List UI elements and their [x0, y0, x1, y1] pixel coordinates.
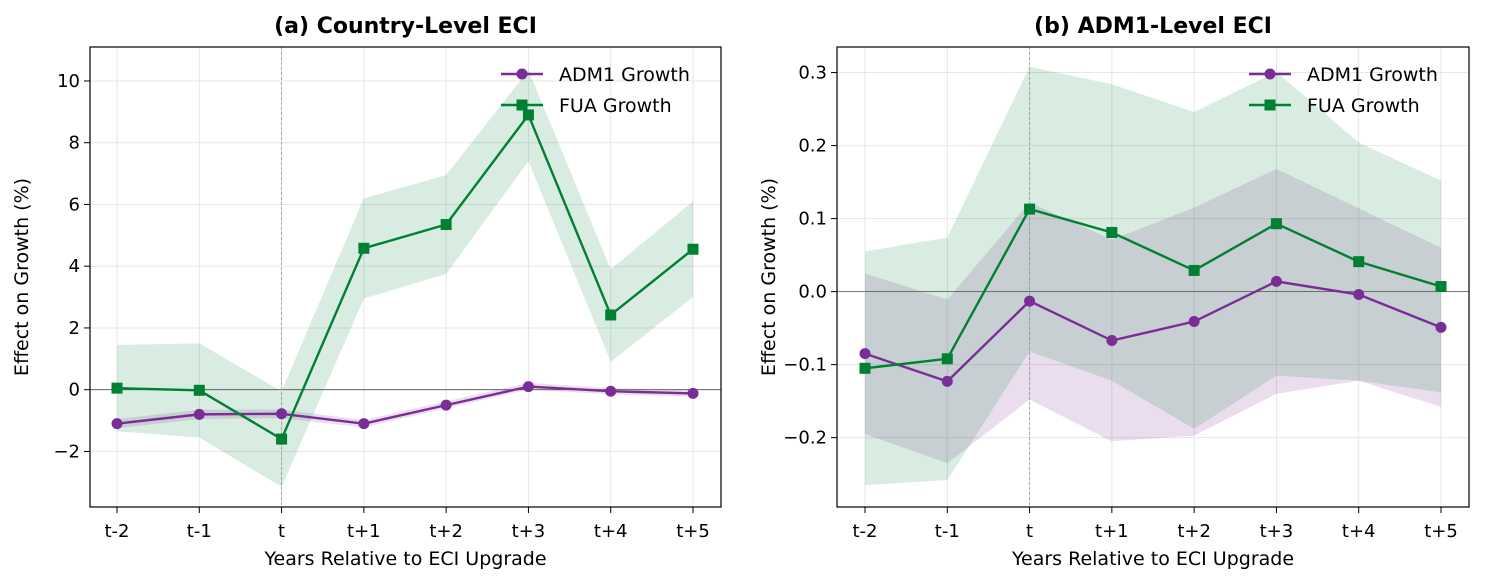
- y-tick-label: 6: [69, 194, 80, 215]
- y-axis-label: Effect on Growth (%): [11, 178, 33, 376]
- data-point-fua-growth: [358, 242, 370, 254]
- panel-b-adm1-level-eci: t-2 t-1 t t+1 t+2 t+3 t+4 t+5 −0.2 −0.1 0.0 0.1 0.2 0…: [758, 14, 1470, 570]
- data-point-adm1-growth: [1024, 295, 1036, 307]
- data-point-adm1-growth: [1270, 275, 1282, 287]
- x-tick-label: t-1: [187, 521, 212, 542]
- data-point-fua-growth: [193, 384, 205, 396]
- data-point-fua-growth: [1270, 218, 1282, 230]
- series-line-adm1-growth: [864, 280, 1442, 383]
- x-tick-label: t+4: [1342, 521, 1376, 542]
- y-tick-label: −2: [53, 441, 80, 462]
- data-point-adm1-growth: [193, 408, 205, 420]
- data-point-adm1-growth: [440, 399, 452, 411]
- legend-label-adm1-growth: ADM1 Growth: [559, 64, 690, 86]
- data-point-fua-growth: [1435, 280, 1447, 292]
- x-tick-label: t+1: [347, 521, 381, 542]
- x-tick-label: t+3: [1260, 521, 1294, 542]
- data-point-fua-growth: [1024, 203, 1036, 215]
- series-line-fua-growth: [116, 112, 694, 441]
- x-tick-label: t+5: [676, 521, 710, 542]
- data-point-adm1-growth: [1106, 335, 1118, 347]
- data-point-fua-growth: [687, 243, 699, 255]
- series-line-fua-growth: [864, 207, 1442, 370]
- data-point-adm1-growth: [522, 381, 534, 393]
- data-point-adm1-growth: [941, 375, 953, 387]
- data-point-fua-growth: [605, 309, 617, 321]
- y-tick-label: 0.1: [798, 209, 827, 230]
- x-tick-label: t-2: [852, 521, 877, 542]
- x-tick-label: t-1: [935, 521, 960, 542]
- x-tick-label: t: [278, 521, 285, 542]
- data-point-fua-growth: [1353, 256, 1365, 268]
- x-tick-label: t+2: [429, 521, 463, 542]
- data-point-fua-growth: [522, 109, 534, 121]
- y-tick-label: 0.3: [798, 63, 827, 84]
- chart-title: (b) ADM1-Level ECI: [1034, 14, 1272, 39]
- legend-marker-fua-growth: [1264, 99, 1276, 111]
- y-tick-label: 2: [69, 318, 80, 339]
- data-point-fua-growth: [941, 353, 953, 365]
- x-tick-label: t+3: [512, 521, 546, 542]
- data-point-fua-growth: [1188, 264, 1200, 276]
- y-tick-label: 0: [69, 380, 80, 401]
- confidence-band-fua-growth: [117, 70, 693, 487]
- y-tick-label: 0.0: [798, 282, 827, 303]
- legend-marker-fua-growth: [516, 99, 528, 111]
- y-tick-label: 10: [57, 71, 80, 92]
- confidence-band-fua-growth: [865, 66, 1441, 486]
- y-tick-label: −0.1: [783, 355, 827, 376]
- x-tick-label: t+4: [594, 521, 628, 542]
- y-axis-label: Effect on Growth (%): [758, 178, 780, 376]
- data-point-adm1-growth: [111, 418, 123, 430]
- data-point-adm1-growth: [1435, 321, 1447, 333]
- legend-label-fua-growth: FUA Growth: [559, 95, 672, 117]
- y-tick-label: 8: [69, 133, 80, 154]
- data-point-fua-growth: [1106, 226, 1118, 238]
- legend-label-fua-growth: FUA Growth: [1307, 95, 1420, 117]
- data-point-fua-growth: [859, 362, 871, 374]
- data-point-adm1-growth: [687, 387, 699, 399]
- data-point-adm1-growth: [605, 385, 617, 397]
- legend-label-adm1-growth: ADM1 Growth: [1307, 64, 1438, 86]
- x-tick-label: t+1: [1095, 521, 1129, 542]
- series-line-adm1-growth: [116, 385, 694, 425]
- x-axis-label: Years Relative to ECI Upgrade: [263, 548, 546, 570]
- x-tick-label: t: [1026, 521, 1033, 542]
- plot-frame: [836, 46, 1470, 508]
- chart-title: (a) Country-Level ECI: [274, 14, 537, 39]
- y-tick-label: −0.2: [783, 428, 827, 449]
- data-point-fua-growth: [111, 382, 123, 394]
- legend-marker-adm1-growth: [1264, 68, 1276, 80]
- data-point-adm1-growth: [1188, 316, 1200, 328]
- data-point-adm1-growth: [1353, 289, 1365, 301]
- data-point-adm1-growth: [276, 408, 288, 420]
- data-point-fua-growth: [440, 219, 452, 231]
- panel-a-country-level-eci: t-2 t-1 t t+1 t+2 t+3 t+4 t+5 −2 0 2 4 6 8 10 (a) Count…: [11, 14, 722, 570]
- confidence-band-adm1-growth: [865, 168, 1441, 464]
- y-tick-label: 0.2: [798, 136, 827, 157]
- x-tick-label: t+5: [1424, 521, 1458, 542]
- x-tick-label: t+2: [1177, 521, 1211, 542]
- x-tick-label: t-2: [104, 521, 129, 542]
- data-point-adm1-growth: [358, 418, 370, 430]
- data-point-adm1-growth: [859, 348, 871, 360]
- data-point-fua-growth: [276, 433, 288, 445]
- x-axis-label: Years Relative to ECI Upgrade: [1011, 548, 1294, 570]
- legend-marker-adm1-growth: [516, 68, 528, 80]
- y-tick-label: 4: [69, 256, 80, 277]
- confidence-band-adm1-growth: [117, 382, 693, 429]
- plot-frame: [89, 46, 722, 508]
